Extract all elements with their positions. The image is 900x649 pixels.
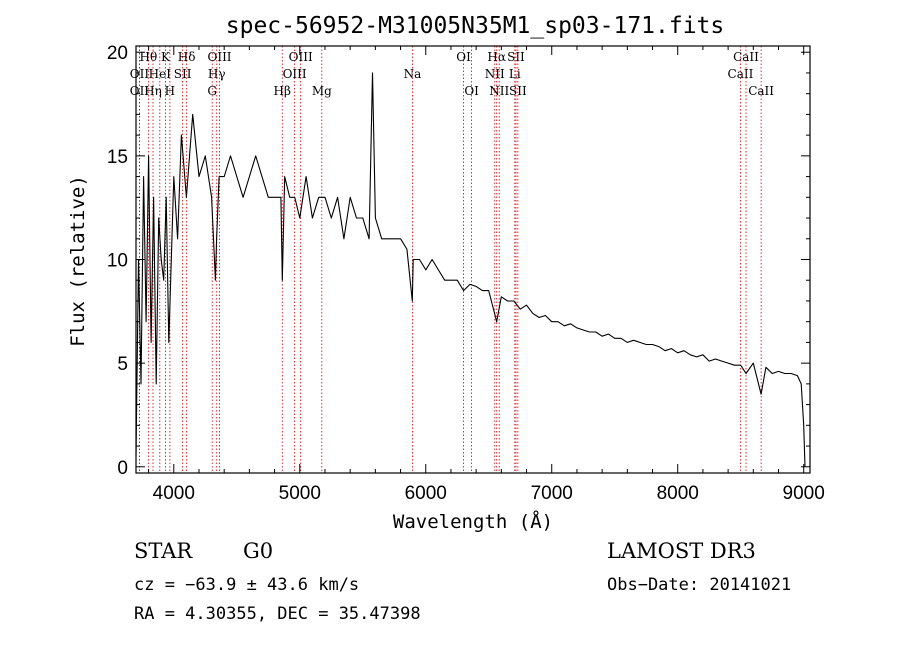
y-tick-label: 15	[107, 147, 128, 168]
line-label: SII	[507, 50, 525, 64]
line-label: Hγ	[208, 67, 226, 81]
line-label: Na	[404, 67, 422, 81]
line-label: NII	[489, 84, 509, 98]
line-label: Hβ	[274, 84, 291, 98]
line-label: Li	[509, 67, 521, 81]
redshift-cz: cz = −63.9 ± 43.6 km/s	[134, 575, 360, 595]
series-layer	[135, 72, 806, 467]
line-label: SII	[174, 67, 192, 81]
line-label: HeI	[149, 67, 172, 81]
line-label: CaII	[733, 50, 759, 64]
x-tick-label: 6000	[405, 483, 447, 504]
x-tick-label: 8000	[657, 483, 699, 504]
y-tick-label: 10	[107, 251, 128, 272]
line-label: CaII	[748, 84, 774, 98]
line-label: OI	[456, 50, 471, 64]
x-tick-label: 4000	[153, 483, 195, 504]
x-tick-label: 9000	[783, 483, 825, 504]
line-label: Mg	[312, 84, 332, 98]
ticks-layer: 4000 5000 6000 7000 8000 9000 0 5 10 15 20	[107, 43, 825, 504]
object-class: STAR	[134, 539, 193, 563]
line-label: OII	[130, 84, 150, 98]
chart-title: spec-56952-M31005N35M1_sp03-171.fits	[226, 13, 725, 39]
observation-date: Obs−Date: 20141021	[607, 575, 792, 595]
spectrum-line	[135, 72, 806, 467]
x-tick-label: 7000	[531, 483, 573, 504]
line-label: SII	[509, 84, 527, 98]
line-label: OIII	[283, 67, 307, 81]
x-axis-label: Wavelength (Å)	[393, 510, 553, 533]
y-tick-label: 5	[117, 354, 128, 375]
emission-lines-layer: OIIOIIHθHηHeIKHSIIHδGHγOIIIHβOIIIOIIIMgN…	[130, 46, 774, 473]
line-label: OII	[130, 67, 150, 81]
x-tick-label: 5000	[279, 483, 321, 504]
line-label: G	[207, 84, 217, 98]
line-label: Hδ	[178, 50, 196, 64]
line-label: K	[161, 50, 171, 64]
line-label: NII	[485, 67, 505, 81]
line-label: OIII	[289, 50, 313, 64]
ra-dec: RA = 4.30355, DEC = 35.47398	[134, 604, 421, 624]
line-label: OIII	[207, 50, 231, 64]
survey-name: LAMOST DR3	[607, 539, 756, 563]
object-subclass: G0	[243, 539, 274, 563]
plot-frame	[135, 45, 811, 474]
line-label: OI	[464, 84, 479, 98]
y-tick-label: 0	[117, 458, 128, 479]
line-label: Hα	[487, 50, 506, 64]
line-label: H	[165, 84, 175, 98]
y-tick-label: 20	[107, 43, 128, 64]
y-axis-label: Flux (relative)	[67, 175, 89, 347]
line-label: Hη	[144, 84, 162, 98]
line-label: CaII	[728, 67, 754, 81]
